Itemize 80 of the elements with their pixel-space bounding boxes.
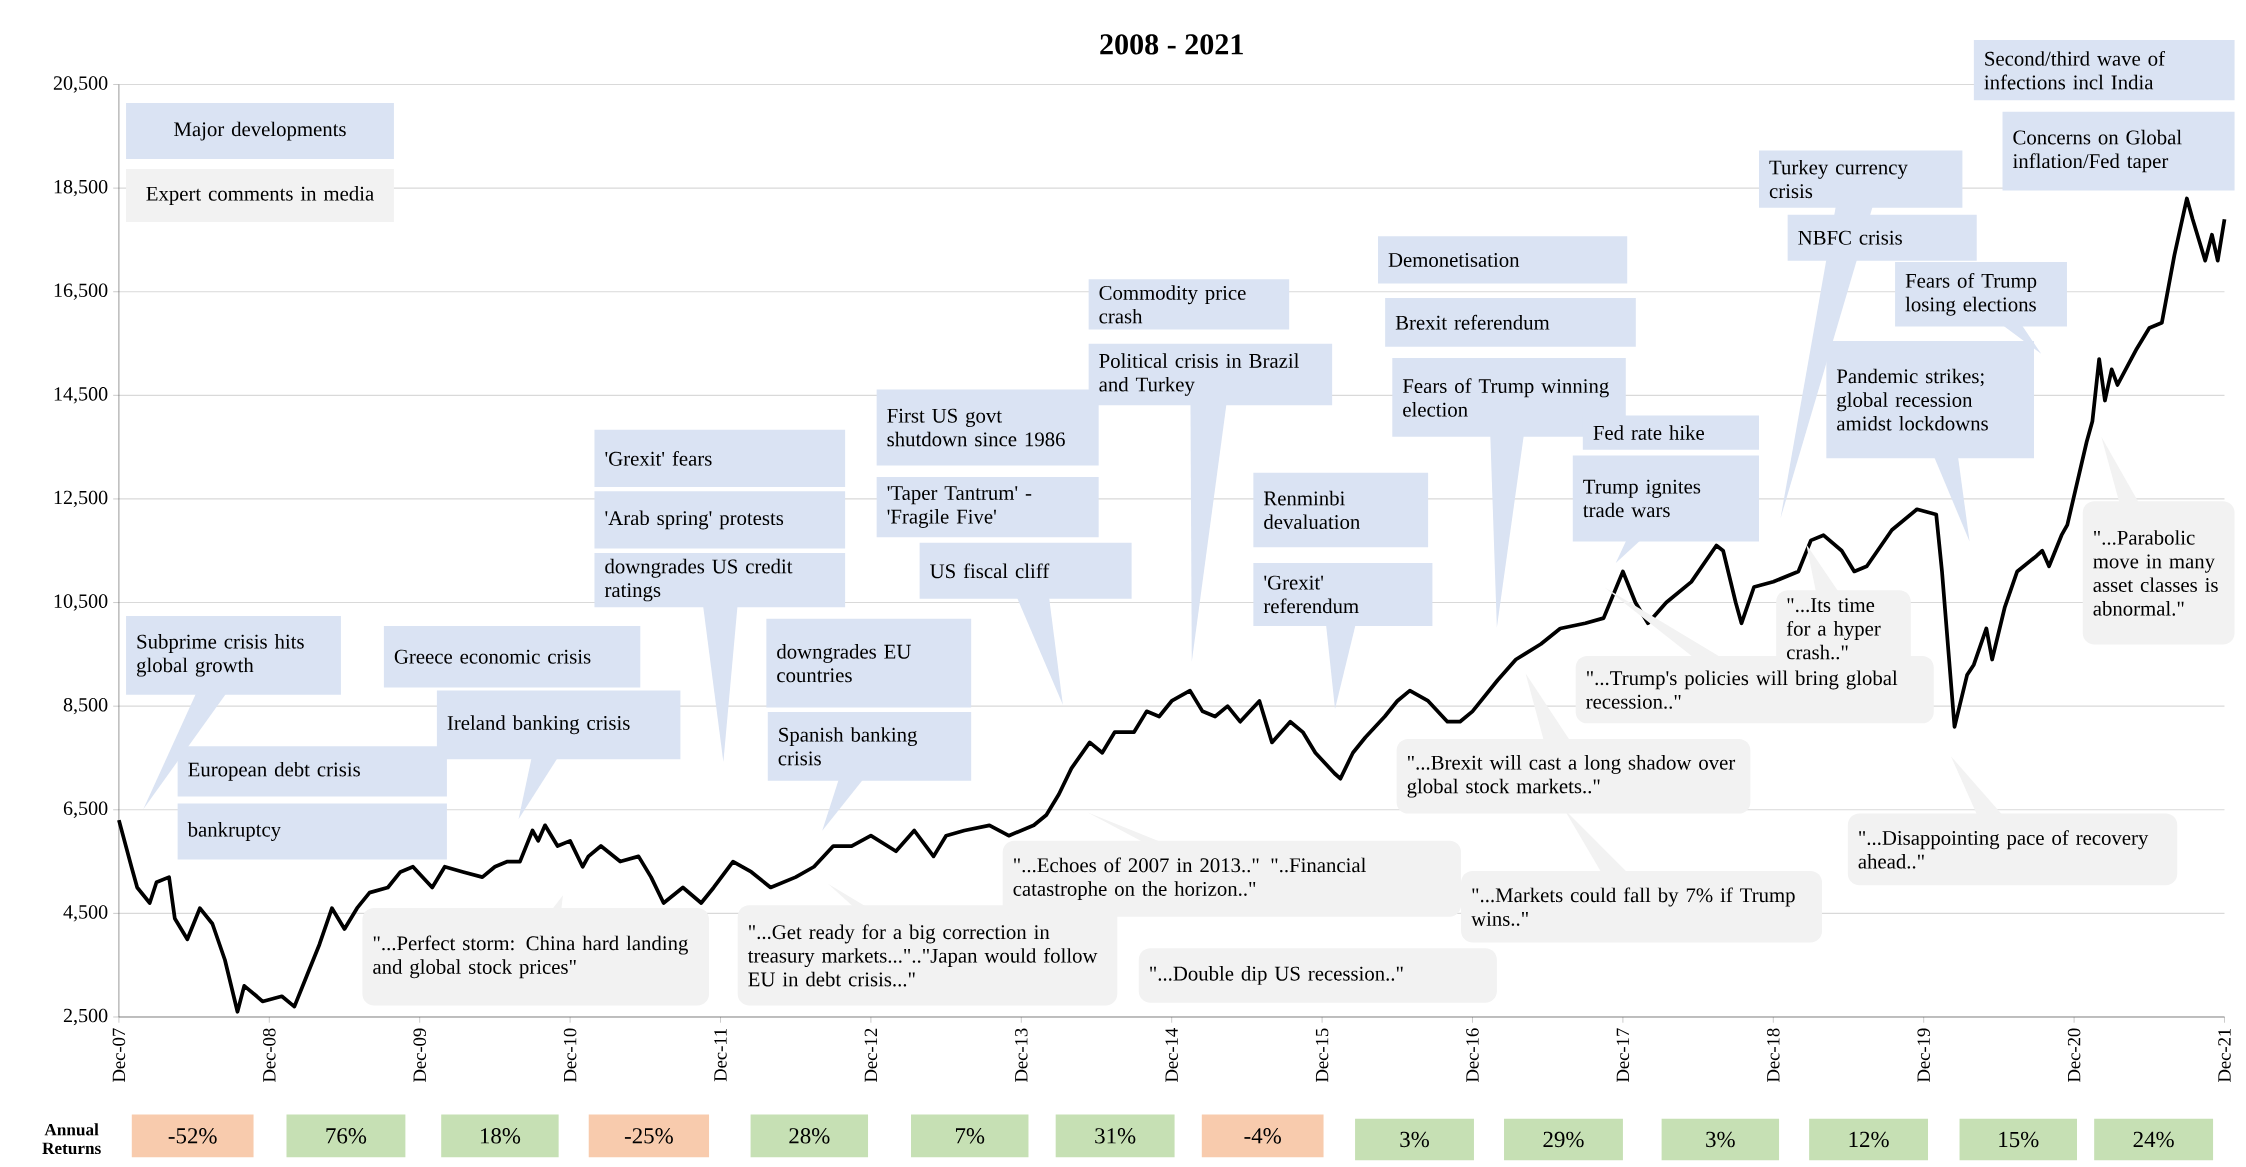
annotation: 'Grexit' referendum (1263, 575, 1359, 614)
annotation: Pandemic strikes; global recession amidst lockdowns (1836, 368, 1988, 431)
annotation: "...Brexit will cast a long shadow over global stock markets.." (1407, 754, 1736, 798)
x-tick-label: Dec-19 (1917, 1028, 1930, 1082)
annotation: 'Taper Tantrum' - 'Fragile Five' (887, 486, 1032, 528)
annotation: downgrades EU countries (777, 643, 911, 683)
y-tick-label: 16,500 (54, 283, 108, 300)
annotation: Brexit referendum (1395, 314, 1550, 330)
x-tick-label: Dec-08 (263, 1028, 276, 1082)
text: 15% (1999, 1131, 2039, 1148)
x-tick-label: Dec-16 (1466, 1028, 1479, 1082)
text: 7% (955, 1127, 985, 1144)
annotation: "...Parabolic move in many asset classes is abnormal." (2093, 529, 2218, 616)
x-tick-label: Dec-14 (1165, 1027, 1178, 1082)
annotation: Demonetisation (1388, 252, 1520, 267)
annotation: Trump ignites trade wars (1583, 479, 1701, 518)
annotation: "...Markets could fall by 7% if Trump wins.." (1471, 887, 1795, 926)
annotation: Fears of Trump winning election (1402, 378, 1609, 417)
annotation: Concerns on Global inflation/Fed taper (2012, 129, 2182, 173)
annotation: 'Arab spring' protests (605, 510, 784, 530)
text: Annual Returns (42, 1123, 101, 1154)
text: -25% (624, 1127, 673, 1144)
x-tick-label: Dec-07 (112, 1028, 126, 1082)
annotation: Fears of Trump losing elections (1905, 272, 2037, 316)
text: 3% (1400, 1131, 1429, 1148)
annotation: Fed rate hike (1593, 425, 1705, 440)
text: 28% (789, 1127, 830, 1144)
annotation: Political crisis in Brazil and Turkey (1099, 353, 1299, 396)
y-tick-label: 10,500 (54, 594, 108, 611)
text: 76% (326, 1127, 367, 1144)
annotation: Commodity price crash (1099, 285, 1246, 324)
annotation: Greece economic crisis (394, 649, 591, 664)
x-tick-label: Dec-17 (1616, 1028, 1630, 1082)
text: -4% (1244, 1127, 1281, 1144)
annotation: "...Get ready for a big correction in treasury markets...".."Japan would follow EU in debt crisis..." (747, 924, 1098, 987)
annotation: US fiscal cliff (930, 563, 1050, 579)
text: 3% (1706, 1131, 1735, 1148)
x-tick-label: Dec-10 (563, 1028, 577, 1082)
y-tick-label: 6,500 (63, 801, 108, 818)
x-tick-label: Dec-09 (413, 1028, 426, 1082)
text: 18% (480, 1127, 521, 1144)
annotation: Spanish banking crisis (778, 726, 918, 766)
annotation: NBFC crisis (1798, 230, 1902, 245)
chart-title: 2008 - 2021 (1100, 34, 1243, 55)
x-tick-label: Dec-21 (2218, 1028, 2231, 1082)
annotation: "...Perfect storm: China hard landing and global stock prices" (373, 935, 688, 978)
annotation: bankruptcy (187, 821, 282, 841)
annotation: "...Double dip US recession.." (1150, 965, 1403, 985)
x-tick-label: Dec-13 (1015, 1028, 1028, 1082)
annotation: "...Disappointing pace of recovery ahead.." (1858, 829, 2149, 869)
text: 12% (1849, 1131, 1889, 1148)
annotation: downgrades US credit ratings (604, 558, 793, 602)
annotation: Subprime crisis hits global growth (136, 633, 304, 677)
y-tick-label: 4,500 (63, 904, 108, 922)
annotation: Expert comments in media (146, 185, 374, 205)
x-tick-label: Dec-12 (864, 1028, 878, 1082)
text: -52% (168, 1127, 217, 1144)
text: 31% (1095, 1127, 1136, 1144)
annotation: First US govt shutdown since 1986 (887, 408, 1065, 447)
y-tick-label: 12,500 (54, 490, 108, 507)
y-tick-label: 14,500 (54, 386, 108, 404)
annotation: Renminbi devaluation (1263, 490, 1360, 529)
annotation: 'Grexit' fears (605, 450, 712, 466)
annotation: "...Echoes of 2007 in 2013.." "..Financial catastrophe on the horizon.." (1013, 857, 1366, 900)
annotation: Second/third wave of infections incl India (1984, 50, 2165, 90)
annotation: Ireland banking crisis (447, 715, 630, 735)
y-tick-label: 8,500 (63, 697, 108, 715)
annotation: "...Trump's policies will bring global recession.." (1586, 670, 1898, 709)
y-tick-label: 18,500 (54, 179, 108, 197)
annotation: Major developments (174, 121, 346, 141)
text: 29% (1543, 1131, 1584, 1148)
annotation: Turkey currency crisis (1769, 159, 1908, 198)
x-tick-label: Dec-20 (2067, 1028, 2081, 1082)
x-tick-label: Dec-11 (714, 1028, 727, 1082)
y-tick-label: 2,500 (63, 1008, 108, 1026)
x-tick-label: Dec-15 (1315, 1028, 1329, 1082)
annotation: European debt crisis (188, 761, 360, 781)
x-tick-label: Dec-18 (1767, 1028, 1780, 1082)
text: 24% (2133, 1131, 2174, 1148)
y-tick-label: 20,500 (53, 76, 108, 93)
